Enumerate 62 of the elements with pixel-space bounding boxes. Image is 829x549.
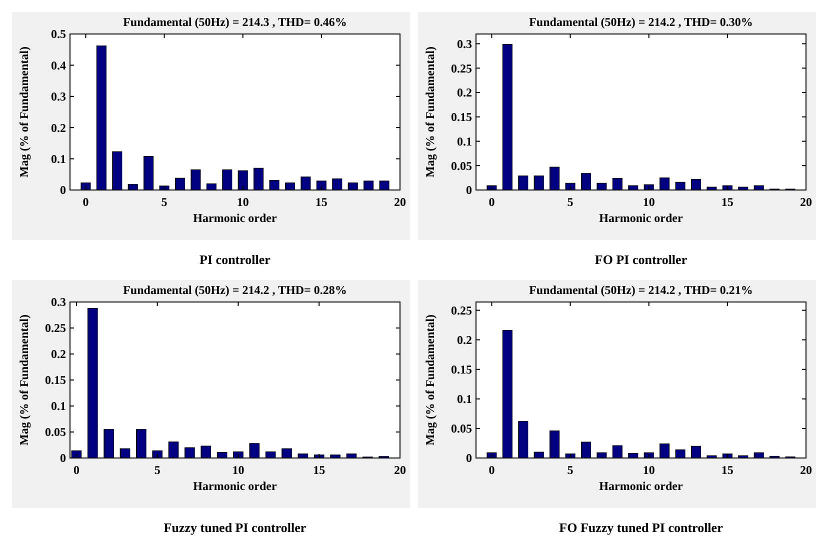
- x-tick-label: 5: [567, 463, 574, 477]
- x-tick-label: 15: [315, 195, 328, 209]
- x-axis-title: Harmonic order: [193, 479, 278, 493]
- text: PI controller: [200, 252, 271, 267]
- chart-title: Fundamental (50Hz) = 214.2 , THD= 0.30%: [529, 15, 753, 29]
- y-tick-label: 0.2: [457, 333, 472, 348]
- x-tick-label: 0: [73, 463, 80, 477]
- x-tick-label: 5: [161, 195, 168, 209]
- y-tick-label: 0.5: [51, 27, 66, 42]
- x-tick-label: 15: [313, 463, 326, 477]
- x-tick-label: 10: [236, 195, 249, 209]
- text: FO Fuzzy tuned PI controller: [559, 520, 724, 535]
- chart-title: Fundamental (50Hz) = 214.3 , THD= 0.46%: [123, 15, 347, 29]
- x-tick-label: 0: [488, 195, 495, 209]
- y-tick-label: 0.4: [51, 58, 66, 72]
- text: FO PI controller: [594, 252, 688, 267]
- y-tick-label: 0.1: [51, 399, 66, 414]
- text: Fuzzy tuned PI controller: [164, 520, 306, 535]
- y-tick-label: 0.1: [457, 392, 472, 406]
- x-tick-label: 10: [232, 463, 244, 477]
- x-tick-label: 0: [488, 463, 495, 477]
- y-tick-label: 0.3: [51, 90, 66, 104]
- y-tick-label: 0: [466, 183, 472, 198]
- x-tick-label: 5: [154, 463, 160, 477]
- y-axis-title: Mag (% of Fundamental): [423, 46, 437, 178]
- chart-title: Fundamental (50Hz) = 214.2 , THD= 0.21%: [529, 283, 753, 297]
- y-tick-label: 0: [466, 451, 472, 466]
- x-tick-label: 20: [394, 195, 406, 209]
- y-tick-label: 0.2: [51, 347, 66, 362]
- y-tick-label: 0: [60, 451, 66, 466]
- y-tick-label: 0: [60, 183, 66, 198]
- y-tick-label: 0.25: [451, 61, 472, 76]
- y-tick-label: 0.15: [451, 110, 472, 124]
- x-axis-title: Harmonic order: [599, 479, 684, 493]
- y-tick-label: 0.25: [45, 321, 66, 336]
- x-tick-label: 0: [82, 195, 89, 209]
- y-tick-label: 0.05: [451, 422, 472, 436]
- y-axis-title: Mag (% of Fundamental): [17, 314, 31, 446]
- x-tick-label: 15: [721, 463, 734, 477]
- y-tick-label: 0.15: [451, 362, 472, 377]
- y-tick-label: 0.15: [45, 373, 66, 388]
- x-tick-label: 15: [721, 195, 734, 209]
- x-tick-label: 5: [567, 195, 574, 209]
- x-axis-title: Harmonic order: [193, 211, 278, 225]
- x-tick-label: 10: [642, 195, 655, 209]
- y-tick-label: 0.05: [45, 425, 66, 440]
- x-tick-label: 20: [800, 463, 812, 477]
- y-tick-label: 0.1: [51, 152, 66, 166]
- y-tick-label: 0.05: [451, 158, 472, 173]
- y-tick-label: 0.2: [51, 120, 66, 135]
- y-tick-label: 0.2: [457, 86, 472, 100]
- y-tick-label: 0.1: [457, 134, 472, 148]
- y-tick-label: 0.3: [457, 36, 472, 51]
- chart-title: Fundamental (50Hz) = 214.2 , THD= 0.28%: [123, 283, 347, 297]
- y-axis-title: Mag (% of Fundamental): [17, 46, 31, 178]
- x-tick-label: 20: [394, 463, 406, 477]
- x-tick-label: 10: [642, 463, 655, 477]
- y-axis-title: Mag (% of Fundamental): [423, 314, 437, 446]
- x-tick-label: 20: [800, 195, 812, 209]
- y-tick-label: 0.3: [51, 295, 66, 310]
- y-tick-label: 0.25: [451, 303, 472, 318]
- x-axis-title: Harmonic order: [599, 211, 684, 225]
